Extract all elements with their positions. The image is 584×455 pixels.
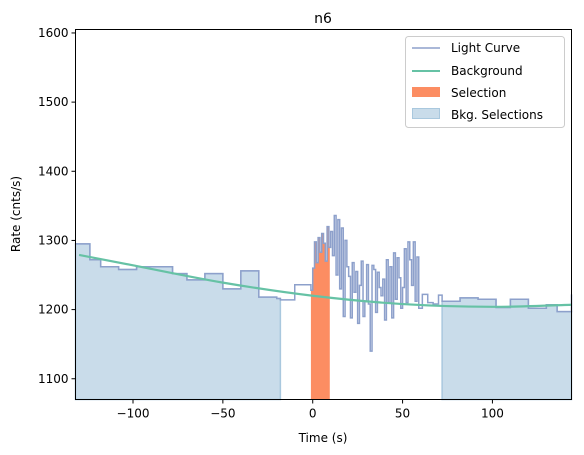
legend-label-bkg-selections: Bkg. Selections xyxy=(451,108,543,122)
x-tick-label: 50 xyxy=(395,407,410,421)
x-tick-label: −100 xyxy=(117,407,150,421)
background-curve-line xyxy=(78,253,572,308)
plot-frame xyxy=(75,29,572,400)
y-tick-label: 1400 xyxy=(38,164,69,178)
legend-label-background: Background xyxy=(451,64,523,78)
y-axis-ticks: 1100 1200 1300 1400 1500 1600 xyxy=(38,26,76,386)
x-tick-label: 100 xyxy=(481,407,504,421)
legend-label-selection: Selection xyxy=(451,86,506,100)
y-tick-label: 1300 xyxy=(38,233,69,247)
legend: Light Curve Background Selection Bkg. Se… xyxy=(405,36,565,128)
y-tick-label: 1500 xyxy=(38,95,69,109)
legend-label-light-curve: Light Curve xyxy=(451,41,520,55)
selection-layer xyxy=(310,226,330,400)
x-tick-label: 0 xyxy=(309,407,317,421)
x-axis-ticks: −100 −50 0 50 100 xyxy=(117,399,504,421)
legend-box xyxy=(405,36,565,128)
x-axis-label: Time (s) xyxy=(298,431,348,445)
y-tick-label: 1100 xyxy=(38,372,69,386)
y-tick-label: 1600 xyxy=(38,26,69,40)
bkg-selection-area-2 xyxy=(441,297,573,401)
selection-area xyxy=(310,226,330,400)
chart-title: n6 xyxy=(314,11,332,27)
light-curve-layer xyxy=(75,214,573,352)
light-curve-line xyxy=(75,214,573,352)
background-curve-layer xyxy=(78,253,572,308)
legend-handle-bkg-selections xyxy=(412,108,440,119)
y-axis-label: Rate (cnts/s) xyxy=(9,176,23,252)
legend-handle-selection xyxy=(412,87,440,97)
x-tick-label: −50 xyxy=(210,407,235,421)
y-tick-label: 1200 xyxy=(38,303,69,317)
